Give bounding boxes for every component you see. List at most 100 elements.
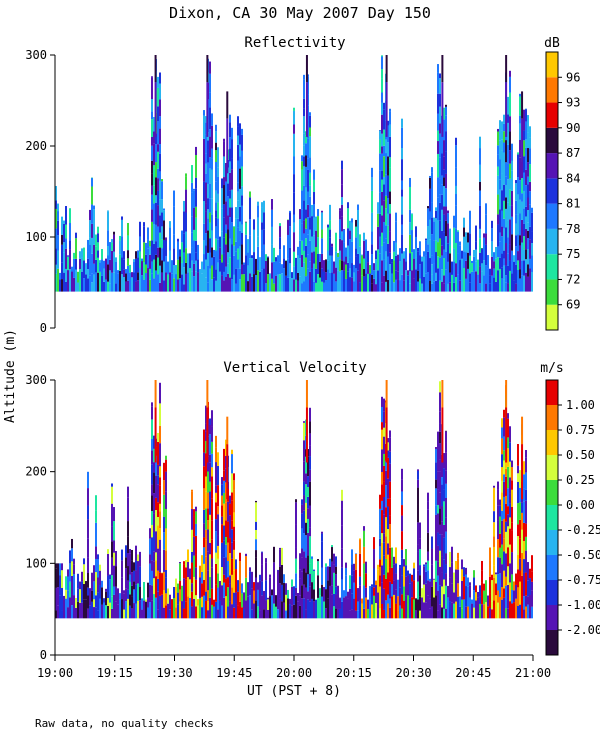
data-cell (437, 532, 439, 546)
data-cell (381, 55, 383, 57)
data-cell (413, 599, 415, 619)
data-cell (483, 233, 485, 238)
data-cell (239, 246, 241, 269)
data-cell (211, 426, 213, 442)
data-cell (441, 255, 443, 270)
data-cell (435, 595, 437, 619)
data-cell (239, 188, 241, 207)
data-cell (111, 575, 113, 597)
data-cell (99, 585, 101, 599)
data-cell (375, 603, 377, 619)
data-cell (115, 261, 117, 284)
data-cell (501, 150, 503, 174)
data-cell (205, 539, 207, 557)
data-cell (189, 268, 191, 292)
data-cell (481, 570, 483, 583)
data-cell (397, 254, 399, 272)
data-cell (235, 207, 237, 219)
data-cell (303, 533, 305, 552)
data-cell (269, 577, 271, 597)
data-cell (171, 599, 173, 619)
x-tick-label: 20:15 (336, 666, 372, 680)
data-cell (331, 255, 333, 273)
data-cell (479, 228, 481, 239)
data-cell (321, 229, 323, 239)
data-cell (427, 208, 429, 227)
data-cell (441, 153, 443, 176)
data-cell (127, 250, 129, 259)
data-cell (389, 430, 391, 438)
data-cell (69, 550, 71, 564)
data-cell (363, 526, 365, 531)
data-cell (519, 278, 521, 292)
data-cell (73, 252, 75, 259)
data-cell (463, 567, 465, 577)
data-cell (107, 211, 109, 231)
data-cell (81, 581, 83, 603)
data-cell (71, 605, 73, 619)
data-cell (89, 220, 91, 238)
data-cell (301, 598, 303, 619)
data-cell (241, 244, 243, 265)
data-cell (519, 157, 521, 181)
data-cell (295, 558, 297, 574)
data-cell (67, 590, 69, 608)
data-cell (245, 234, 247, 256)
data-cell (335, 556, 337, 567)
data-cell (203, 254, 205, 270)
data-cell (175, 274, 177, 292)
data-cell (183, 564, 185, 579)
data-cell (221, 495, 223, 506)
data-cell (293, 586, 295, 605)
data-cell (191, 491, 193, 510)
data-cell (113, 234, 115, 252)
data-cell (303, 584, 305, 599)
data-cell (509, 582, 511, 602)
data-cell (383, 555, 385, 575)
data-cell (395, 212, 397, 222)
data-cell (301, 499, 303, 505)
data-cell (159, 382, 161, 390)
data-cell (455, 205, 457, 229)
data-cell (523, 223, 525, 237)
data-cell (287, 220, 289, 235)
data-cell (293, 110, 295, 125)
data-cell (441, 484, 443, 507)
data-cell (239, 561, 241, 581)
data-cell (307, 476, 309, 488)
data-cell (327, 224, 329, 228)
data-cell (383, 200, 385, 222)
data-cell (173, 206, 175, 217)
data-cell (153, 561, 155, 579)
data-cell (389, 524, 391, 539)
data-cell (217, 176, 219, 194)
data-cell (445, 573, 447, 586)
data-cell (97, 554, 99, 560)
data-cell (315, 247, 317, 269)
data-cell (527, 604, 529, 619)
data-cell (215, 584, 217, 602)
data-cell (225, 276, 227, 292)
data-cell (341, 548, 343, 568)
data-cell (431, 167, 433, 173)
data-cell (129, 574, 131, 582)
data-cell (239, 601, 241, 619)
data-cell (519, 502, 521, 520)
data-cell (93, 274, 95, 292)
data-cell (417, 544, 419, 552)
data-cell (505, 243, 507, 266)
data-cell (289, 598, 291, 605)
data-cell (399, 605, 401, 619)
data-cell (209, 252, 211, 269)
data-cell (87, 471, 89, 489)
data-cell (153, 278, 155, 292)
data-cell (143, 261, 145, 280)
data-cell (231, 139, 233, 159)
y-tick-label: 300 (25, 373, 47, 387)
data-cell (205, 277, 207, 292)
data-cell (107, 230, 109, 246)
data-cell (383, 221, 385, 243)
data-cell (307, 217, 309, 235)
data-cell (445, 269, 447, 292)
data-cell (235, 603, 237, 619)
